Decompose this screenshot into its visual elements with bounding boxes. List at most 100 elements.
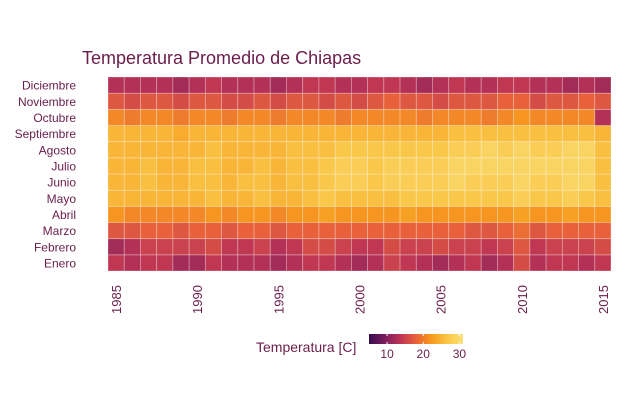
heatmap-cell [302,205,320,223]
heatmap-cell [464,141,482,159]
heatmap-cell [497,108,515,126]
heatmap-cell [594,125,612,143]
heatmap-cell [383,205,401,223]
heatmap-cell [221,108,239,126]
heatmap-cell [302,108,320,126]
heatmap-cell [123,238,141,256]
y-tick-label: Septiembre [15,127,77,141]
heatmap-cell [415,125,433,143]
heatmap-cell [367,254,385,272]
heatmap-cell [448,189,466,207]
heatmap-cell [156,205,174,223]
heatmap-cell [302,238,320,256]
heatmap-cell [578,125,596,143]
heatmap-cell [448,125,466,143]
heatmap-cell [237,173,255,191]
heatmap-cell [140,205,158,223]
heatmap-cell [497,205,515,223]
heatmap-cell [107,254,125,272]
heatmap-cell [383,141,401,159]
heatmap-cell [123,76,141,94]
y-tick-label: Marzo [43,224,77,238]
heatmap-cell [432,173,450,191]
heatmap-cell [578,108,596,126]
heatmap-cell [399,92,417,110]
heatmap-cell [480,141,498,159]
heatmap-cell [497,173,515,191]
heatmap-cell [480,108,498,126]
heatmap-cell [350,254,369,272]
heatmap-cell [123,125,141,143]
heatmap-cell [237,125,255,143]
heatmap-cell [513,92,531,110]
heatmap-cell [334,76,352,94]
heatmap-cell [350,108,369,126]
heatmap-cell [156,189,174,207]
heatmap-cell [221,157,239,175]
heatmap-cell [156,92,174,110]
heatmap-cell [318,238,336,256]
heatmap-cell [561,189,579,207]
heatmap-cell [399,125,417,143]
heatmap-cell [350,157,369,175]
heatmap-cell [529,254,547,272]
heatmap-cell [464,92,482,110]
heatmap-cell [561,254,579,272]
heatmap-cell [253,222,271,240]
heatmap-cell [513,141,531,159]
heatmap-cell [513,76,531,94]
heatmap-cell [188,108,206,126]
heatmap-cell [172,238,190,256]
heatmap-cell [432,254,450,272]
heatmap-cell [350,222,369,240]
y-tick-label: Abril [52,208,76,222]
heatmap-cell [529,92,547,110]
heatmap-cell [140,173,158,191]
heatmap-cell [513,238,531,256]
heatmap-cell [529,222,547,240]
heatmap-cell [448,222,466,240]
heatmap-cell [497,76,515,94]
heatmap-cell [334,157,352,175]
heatmap-cell [156,141,174,159]
heatmap-cell [334,222,352,240]
heatmap-cell [123,205,141,223]
heatmap-cell [188,238,206,256]
heatmap-cell [383,222,401,240]
heatmap-cell [578,173,596,191]
heatmap-cell [302,141,320,159]
heatmap-cell [594,92,612,110]
heatmap-cell [107,205,125,223]
heatmap-cell [464,108,482,126]
heatmap-cell [221,222,239,240]
heatmap-cell [334,238,352,256]
heatmap-cell [302,76,320,94]
heatmap-cell [172,222,190,240]
heatmap-cell [432,157,450,175]
heatmap-cell [253,92,271,110]
heatmap-cell [497,254,515,272]
heatmap-cell [237,189,255,207]
heatmap-cell [204,141,222,159]
heatmap-cell [253,173,271,191]
heatmap-cell [286,108,304,126]
heatmap-cell [432,76,450,94]
heatmap-cell [221,205,239,223]
heatmap-cell [302,173,320,191]
heatmap-cell [221,125,239,143]
heatmap-cell [204,173,222,191]
heatmap-cell [561,108,579,126]
heatmap-cell [140,92,158,110]
heatmap-cell [269,141,287,159]
heatmap-cell [529,238,547,256]
heatmap-cell [594,205,612,223]
heatmap-cell [480,205,498,223]
heatmap-cell [415,205,433,223]
heatmap-cell [415,254,433,272]
heatmap-cell [318,222,336,240]
heatmap-cell [432,189,450,207]
heatmap-cell [464,125,482,143]
heatmap-cell [448,205,466,223]
